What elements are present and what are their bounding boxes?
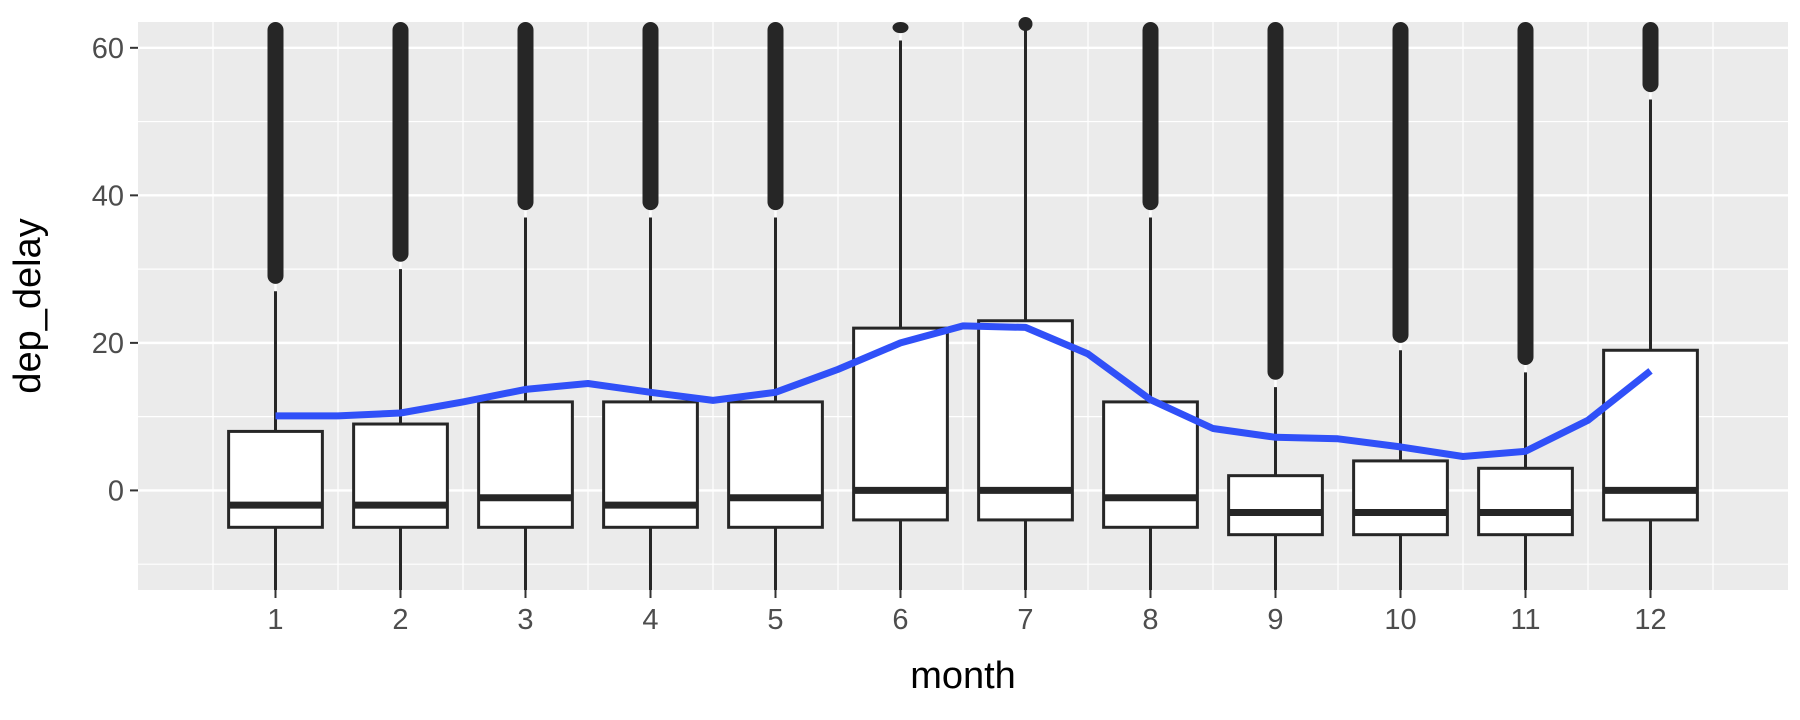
outlier-points [1018, 17, 1033, 31]
box-iqr [352, 422, 449, 529]
box-month-10 [1352, 22, 1449, 590]
box-month-2 [352, 22, 449, 590]
box-iqr [1477, 466, 1574, 537]
y-tick-label: 60 [92, 33, 124, 65]
box-month-9 [1227, 22, 1324, 590]
outlier-points [267, 22, 284, 284]
x-tick-label: 3 [517, 604, 533, 636]
box-month-7 [977, 17, 1074, 590]
outlier-points [767, 22, 784, 211]
x-tick-label: 6 [892, 604, 908, 636]
y-axis: 0 20 40 60 [92, 33, 138, 507]
x-tick-label: 12 [1634, 604, 1666, 636]
outlier-points [392, 22, 409, 262]
outlier-points [1267, 22, 1284, 380]
x-axis-title: month [910, 655, 1016, 697]
box-iqr [1227, 474, 1324, 537]
minor-gridlines [138, 22, 1788, 590]
box-month-4 [602, 22, 699, 590]
box-iqr [227, 429, 324, 529]
y-axis-title: dep_delay [7, 218, 49, 393]
smooth-line-layer [275, 322, 1653, 460]
smooth-trend-line [275, 322, 1653, 460]
y-tick-label: 0 [108, 475, 124, 507]
y-tick-label: 40 [92, 180, 124, 212]
box-month-8 [1102, 22, 1199, 590]
box-month-1 [227, 22, 324, 590]
x-axis: 1 2 3 4 5 6 7 8 9 10 11 12 [267, 590, 1667, 636]
boxes-layer [227, 17, 1699, 590]
x-tick-label: 10 [1384, 604, 1416, 636]
box-month-5 [727, 22, 824, 590]
box-iqr [1352, 459, 1449, 537]
y-tick-label: 20 [92, 328, 124, 360]
x-tick-label: 8 [1142, 604, 1158, 636]
x-tick-label: 9 [1267, 604, 1283, 636]
x-tick-label: 7 [1017, 604, 1033, 636]
outlier-points [517, 22, 534, 211]
outlier-points [892, 22, 909, 34]
x-tick-label: 2 [392, 604, 408, 636]
outlier-points [1392, 22, 1409, 343]
outlier-points [1517, 22, 1534, 366]
x-tick-label: 5 [767, 604, 783, 636]
x-tick-label: 4 [642, 604, 658, 636]
outlier-points [642, 22, 659, 211]
box-month-11 [1477, 22, 1574, 590]
box-iqr [477, 400, 574, 529]
box-iqr [1102, 400, 1199, 529]
box-month-3 [477, 22, 574, 590]
x-tick-label: 1 [267, 604, 283, 636]
outlier-points [1142, 22, 1159, 211]
box-iqr [727, 400, 824, 529]
box-iqr [1602, 348, 1699, 522]
x-tick-label: 11 [1510, 604, 1540, 636]
box-iqr [977, 319, 1074, 522]
box-month-6 [852, 22, 949, 590]
box-month-12 [1602, 22, 1699, 590]
outlier-points [1642, 22, 1659, 93]
